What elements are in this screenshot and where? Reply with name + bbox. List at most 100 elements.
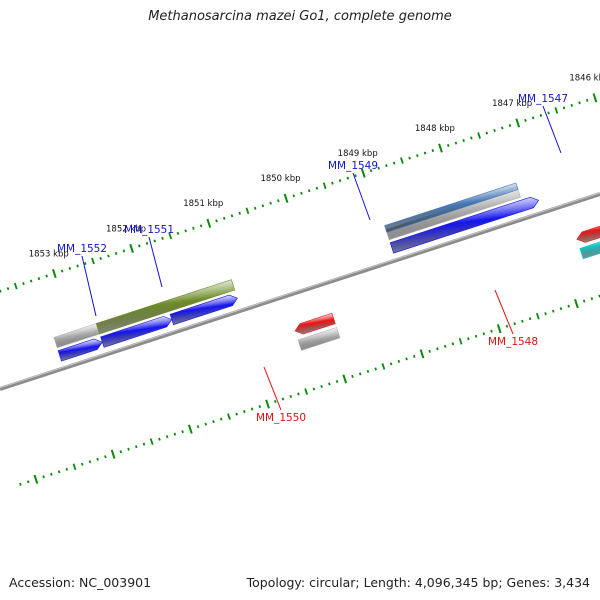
reverse-scale-tick xyxy=(187,424,193,434)
reverse-scale-tick xyxy=(405,357,408,361)
forward-scale-tick xyxy=(354,174,357,178)
gene-label-leader xyxy=(148,236,163,288)
reverse-scale-tick xyxy=(297,392,300,396)
forward-scale-tick xyxy=(60,269,64,273)
reverse-scale-tick xyxy=(119,450,123,454)
forward-scale-tick xyxy=(400,157,404,164)
gene-bar xyxy=(384,182,519,233)
forward-scale-tick xyxy=(485,131,489,135)
forward-scale-tick xyxy=(52,268,57,279)
forward-scale-tick xyxy=(245,207,250,215)
reverse-scale-tick xyxy=(158,437,161,441)
reverse-scale-tick xyxy=(149,438,154,446)
forward-scale-tick xyxy=(68,267,72,271)
gene-bar xyxy=(579,241,600,260)
forward-scale-tick xyxy=(138,244,141,248)
reverse-scale-tick xyxy=(567,304,570,308)
reverse-scale-tick xyxy=(413,354,416,358)
forward-scale-tick xyxy=(13,282,18,290)
forward-scale-tick xyxy=(524,118,527,122)
forward-scale-tick xyxy=(377,166,380,170)
kbp-label: 1846 kbp xyxy=(569,74,600,84)
reverse-scale-tick xyxy=(436,347,439,351)
reverse-scale-tick xyxy=(235,412,238,416)
reverse-scale-tick xyxy=(467,337,470,341)
forward-scale-tick xyxy=(585,98,589,102)
reverse-scale-tick xyxy=(96,457,99,461)
reverse-scale-tick xyxy=(528,317,532,321)
forward-scale-tick xyxy=(501,126,504,130)
reverse-scale-tick xyxy=(57,470,61,474)
reverse-scale-tick xyxy=(265,399,270,409)
reverse-scale-tick xyxy=(42,475,45,479)
gene-bar xyxy=(95,279,236,335)
reverse-scale-tick xyxy=(358,372,362,376)
kbp-label: 1849 kbp xyxy=(338,149,378,159)
reverse-scale-tick xyxy=(33,474,39,484)
forward-scale-tick xyxy=(454,141,458,145)
reverse-scale-tick xyxy=(50,472,53,476)
forward-scale-tick xyxy=(408,156,411,160)
forward-scale-tick xyxy=(206,218,212,228)
reverse-scale-tick xyxy=(366,369,370,373)
forward-scale-tick xyxy=(261,204,265,208)
forward-cds-arrow xyxy=(57,338,103,362)
reverse-scale-tick xyxy=(513,322,516,326)
gene-label: MM_1550 xyxy=(256,412,306,424)
forward-scale-tick xyxy=(29,279,33,283)
reverse-scale-tick xyxy=(335,379,339,383)
accession-label: Accession: NC_003901 xyxy=(9,575,152,590)
reverse-scale-tick xyxy=(351,374,354,378)
forward-scale-tick xyxy=(470,136,473,140)
forward-scale-tick xyxy=(477,132,481,139)
kbp-label: 1851 kbp xyxy=(183,199,223,209)
reverse-scale-tick xyxy=(110,449,116,459)
gene-label-leader xyxy=(494,289,514,335)
forward-scale-tick xyxy=(129,243,134,254)
reverse-scale-tick xyxy=(535,312,540,320)
forward-scale-tick xyxy=(300,191,303,195)
forward-scale-tick xyxy=(392,161,396,165)
reverse-scale-tick xyxy=(196,425,200,429)
forward-scale-tick xyxy=(84,261,87,266)
reverse-scale-tick xyxy=(381,363,386,370)
forward-scale-tick xyxy=(238,211,241,215)
forward-scale-tick xyxy=(539,113,543,117)
reverse-scale-tick xyxy=(342,374,348,384)
forward-scale-tick xyxy=(230,214,234,218)
reverse-scale-tick xyxy=(289,394,292,399)
gene-label: MM_1552 xyxy=(57,243,107,255)
forward-scale-tick xyxy=(0,289,2,293)
reverse-scale-tick xyxy=(544,312,547,316)
forward-scale-tick xyxy=(253,206,257,210)
reverse-scale-tick xyxy=(559,307,563,311)
forward-scale-tick xyxy=(322,182,327,190)
forward-cds-arrow xyxy=(389,196,540,254)
forward-scale-tick xyxy=(215,219,218,223)
forward-scale-tick xyxy=(531,116,535,120)
forward-scale-tick xyxy=(114,251,118,255)
forward-scale-tick xyxy=(346,176,350,180)
reverse-scale-tick xyxy=(281,397,285,401)
forward-scale-tick xyxy=(76,264,79,268)
forward-scale-tick xyxy=(547,111,550,115)
forward-scale-tick xyxy=(22,282,25,286)
reverse-scale-tick xyxy=(173,432,177,436)
forward-scale-tick xyxy=(369,169,373,173)
reverse-scale-tick xyxy=(243,410,246,414)
forward-scale-tick xyxy=(45,274,48,278)
forward-scale-tick xyxy=(153,239,157,243)
reverse-scale-tick xyxy=(521,319,524,323)
reverse-scale-tick xyxy=(582,299,586,303)
gene-label-leader xyxy=(352,172,371,221)
kbp-label: 1850 kbp xyxy=(260,174,300,184)
forward-scale-tick xyxy=(6,287,10,291)
reverse-scale-tick xyxy=(443,344,447,348)
reverse-scale-tick xyxy=(181,430,184,434)
kbp-label: 1853 kbp xyxy=(29,249,69,259)
forward-scale-tick xyxy=(269,201,272,205)
reverse-cds-arrow xyxy=(294,312,336,335)
forward-scale-tick xyxy=(360,168,366,178)
forward-scale-tick xyxy=(99,256,102,260)
reverse-scale-tick xyxy=(19,482,22,486)
